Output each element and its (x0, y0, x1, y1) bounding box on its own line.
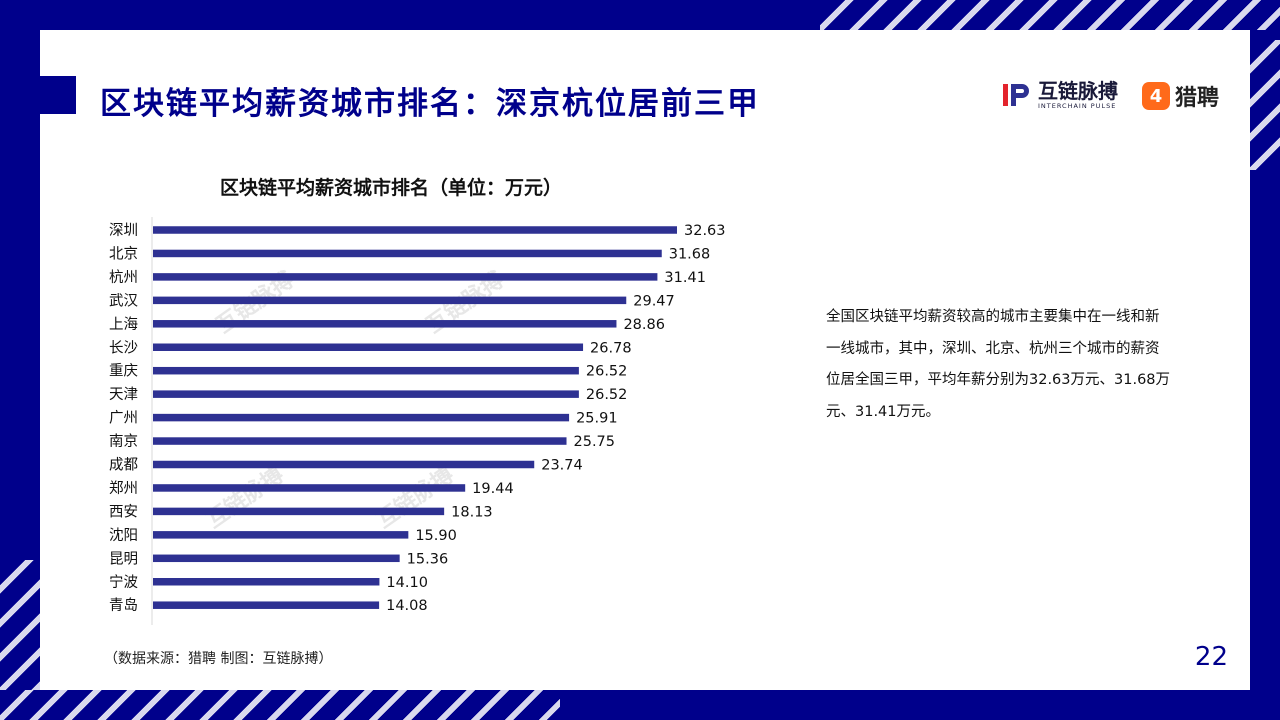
category-label: 昆明 (109, 551, 138, 567)
description-text: 全国区块链平均薪资较高的城市主要集中在一线和新一线城市，其中，深圳、北京、杭州三… (826, 309, 1171, 420)
liepin-logo: 4 猎聘 (1142, 80, 1219, 112)
value-label: 25.75 (574, 434, 616, 450)
category-label: 西安 (109, 503, 138, 520)
category-label: 广州 (109, 410, 138, 427)
category-label: 成都 (109, 457, 138, 474)
title-accent-bar (40, 76, 76, 114)
category-label: 北京 (109, 245, 138, 262)
value-label: 15.90 (415, 528, 457, 544)
liepin-logo-text: 猎聘 (1175, 86, 1220, 111)
bar (153, 273, 658, 281)
category-label: 南京 (109, 433, 138, 450)
bar (153, 296, 627, 305)
bar (153, 413, 570, 422)
category-label: 沈阳 (109, 527, 138, 544)
interchain-logo-cn: 互链脉搏 (1038, 79, 1118, 103)
slide-title: 区块链平均薪资城市排名：深京杭位居前三甲 (100, 86, 760, 122)
bar (153, 578, 380, 586)
value-label: 19.44 (472, 481, 514, 497)
category-label: 杭州 (109, 269, 138, 286)
decor-stripes-right (1250, 40, 1280, 170)
value-label: 26.78 (590, 340, 632, 356)
bar (153, 531, 409, 539)
value-label: 26.52 (586, 364, 628, 380)
bar (153, 507, 445, 516)
value-label: 31.41 (664, 270, 706, 286)
bar (153, 320, 617, 328)
slide-card: 区块链平均薪资城市排名：深京杭位居前三甲 互链脉搏 INTERCHAIN PUL… (40, 30, 1250, 690)
bar (153, 390, 579, 398)
category-label: 郑州 (109, 480, 138, 497)
value-label: 29.47 (633, 293, 675, 309)
value-label: 26.52 (586, 387, 628, 403)
category-label: 长沙 (109, 339, 138, 356)
category-label: 上海 (109, 316, 138, 333)
bar-chart: 深圳 32.63 北京 31.68 杭州 31.41 武汉 29.47 上海 28.86 长沙 26.… (109, 217, 726, 625)
bar (153, 226, 677, 234)
bar (153, 601, 380, 609)
bar (153, 343, 584, 351)
bar (153, 437, 567, 445)
bar (153, 484, 466, 492)
interchain-logo-icon (1002, 80, 1032, 110)
bar (153, 366, 579, 375)
value-label: 28.86 (623, 317, 665, 333)
value-label: 14.10 (386, 575, 428, 591)
interchain-logo-en: INTERCHAIN PULSE (1038, 102, 1117, 110)
interchain-pulse-logo: 互链脉搏 INTERCHAIN PULSE (1002, 80, 1118, 110)
category-label: 武汉 (109, 292, 138, 309)
value-label: 25.91 (576, 411, 618, 427)
bar (153, 554, 400, 563)
value-label: 32.63 (684, 223, 726, 239)
value-label: 31.68 (669, 246, 711, 262)
decor-stripes-bottom-left (0, 690, 560, 720)
category-label: 宁波 (109, 574, 138, 591)
liepin-logo-icon: 4 (1142, 82, 1170, 110)
category-label: 深圳 (109, 222, 138, 239)
category-label: 天津 (109, 386, 138, 403)
decor-stripes-top-right (820, 0, 1280, 30)
page-number: 22 (1194, 642, 1228, 672)
value-label: 14.08 (386, 598, 428, 614)
decor-stripes-left (0, 560, 40, 690)
category-label: 青岛 (109, 597, 138, 614)
value-label: 23.74 (541, 458, 583, 474)
category-label: 重庆 (109, 363, 138, 380)
bar (153, 249, 662, 258)
bar (153, 460, 535, 469)
value-label: 18.13 (451, 504, 493, 520)
data-source-note: （数据来源：猎聘 制图：互链脉搏） (104, 651, 333, 667)
chart-title: 区块链平均薪资城市排名（单位：万元） (220, 177, 563, 199)
value-label: 15.36 (407, 551, 449, 567)
